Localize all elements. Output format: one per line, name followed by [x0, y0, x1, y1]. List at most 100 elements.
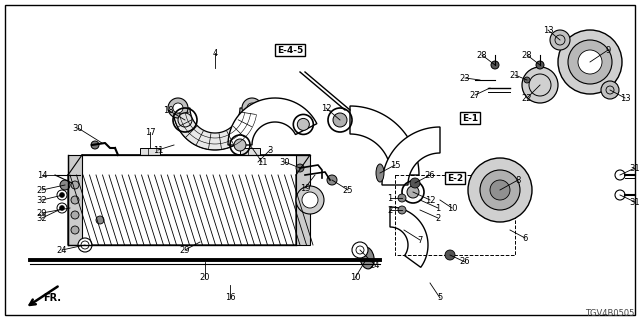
Circle shape — [71, 196, 79, 204]
Circle shape — [178, 113, 192, 127]
Circle shape — [550, 30, 570, 50]
Circle shape — [490, 180, 510, 200]
Text: 20: 20 — [200, 274, 211, 283]
Text: 7: 7 — [417, 236, 422, 244]
Text: 26: 26 — [425, 171, 435, 180]
Text: 27: 27 — [470, 91, 480, 100]
Text: 24: 24 — [57, 245, 67, 254]
Polygon shape — [173, 108, 257, 150]
Text: 2: 2 — [435, 213, 440, 222]
Circle shape — [568, 40, 612, 84]
Circle shape — [601, 81, 619, 99]
Text: 10: 10 — [349, 274, 360, 283]
Circle shape — [524, 77, 530, 83]
Ellipse shape — [376, 164, 384, 182]
Circle shape — [78, 238, 92, 252]
Circle shape — [445, 250, 455, 260]
Text: FR.: FR. — [43, 293, 61, 303]
Text: 6: 6 — [522, 234, 528, 243]
Text: 31: 31 — [630, 197, 640, 206]
Circle shape — [60, 193, 65, 197]
Polygon shape — [140, 148, 160, 155]
Circle shape — [247, 103, 257, 113]
Circle shape — [491, 61, 499, 69]
Circle shape — [173, 103, 183, 113]
Text: 24: 24 — [370, 260, 380, 269]
Text: 29: 29 — [36, 209, 47, 218]
Circle shape — [91, 141, 99, 149]
Text: 28: 28 — [477, 51, 487, 60]
Polygon shape — [350, 106, 419, 175]
Text: 14: 14 — [36, 171, 47, 180]
Text: 19: 19 — [300, 183, 310, 193]
Bar — [395, 175, 515, 255]
Circle shape — [468, 158, 532, 222]
Text: 29: 29 — [180, 245, 190, 254]
Text: 2: 2 — [387, 205, 392, 214]
Text: 25: 25 — [343, 186, 353, 195]
Circle shape — [71, 226, 79, 234]
Text: 23: 23 — [460, 74, 470, 83]
Text: 30: 30 — [280, 157, 291, 166]
Circle shape — [296, 164, 304, 172]
Text: 15: 15 — [390, 161, 400, 170]
Text: 16: 16 — [225, 293, 236, 302]
Circle shape — [398, 206, 406, 214]
Polygon shape — [382, 127, 440, 185]
Circle shape — [242, 98, 262, 118]
Text: 13: 13 — [620, 93, 630, 102]
Circle shape — [615, 190, 625, 200]
Text: TGV4B0505: TGV4B0505 — [586, 308, 635, 317]
Circle shape — [296, 186, 324, 214]
Polygon shape — [68, 155, 82, 245]
Circle shape — [522, 67, 558, 103]
Text: 3: 3 — [268, 146, 273, 155]
Text: 25: 25 — [36, 186, 47, 195]
Circle shape — [96, 216, 104, 224]
Circle shape — [327, 175, 337, 185]
Polygon shape — [68, 155, 310, 245]
Text: 11: 11 — [257, 157, 268, 166]
Circle shape — [60, 180, 70, 190]
Circle shape — [578, 50, 602, 74]
Text: 11: 11 — [153, 146, 163, 155]
Circle shape — [298, 118, 309, 131]
Text: 12: 12 — [425, 196, 435, 204]
Ellipse shape — [360, 247, 374, 269]
Circle shape — [558, 30, 622, 94]
Text: 18: 18 — [163, 106, 173, 115]
Circle shape — [234, 139, 246, 151]
Circle shape — [71, 211, 79, 219]
Circle shape — [57, 190, 67, 200]
Polygon shape — [68, 155, 310, 175]
Circle shape — [480, 170, 520, 210]
Circle shape — [333, 113, 347, 127]
Text: 32: 32 — [36, 213, 47, 222]
Circle shape — [410, 178, 420, 188]
Text: 28: 28 — [522, 51, 532, 60]
Text: 1: 1 — [387, 194, 392, 203]
Text: 1: 1 — [435, 204, 440, 212]
Circle shape — [352, 242, 368, 258]
Polygon shape — [228, 98, 317, 145]
Text: 8: 8 — [515, 175, 521, 185]
Text: E-1: E-1 — [462, 114, 478, 123]
Circle shape — [60, 205, 65, 211]
Text: 10: 10 — [447, 204, 457, 212]
Text: 26: 26 — [460, 258, 470, 267]
Text: 12: 12 — [321, 103, 332, 113]
Text: 30: 30 — [73, 124, 83, 132]
Text: 4: 4 — [212, 49, 218, 58]
Polygon shape — [296, 155, 310, 245]
Circle shape — [615, 170, 625, 180]
Circle shape — [57, 203, 67, 213]
Text: 9: 9 — [605, 45, 611, 54]
Circle shape — [536, 61, 544, 69]
Circle shape — [302, 192, 318, 208]
Circle shape — [398, 194, 406, 202]
Text: 21: 21 — [509, 70, 520, 79]
Text: 17: 17 — [145, 127, 156, 137]
Text: E-4-5: E-4-5 — [277, 45, 303, 54]
Polygon shape — [390, 207, 428, 267]
Text: 32: 32 — [36, 196, 47, 204]
